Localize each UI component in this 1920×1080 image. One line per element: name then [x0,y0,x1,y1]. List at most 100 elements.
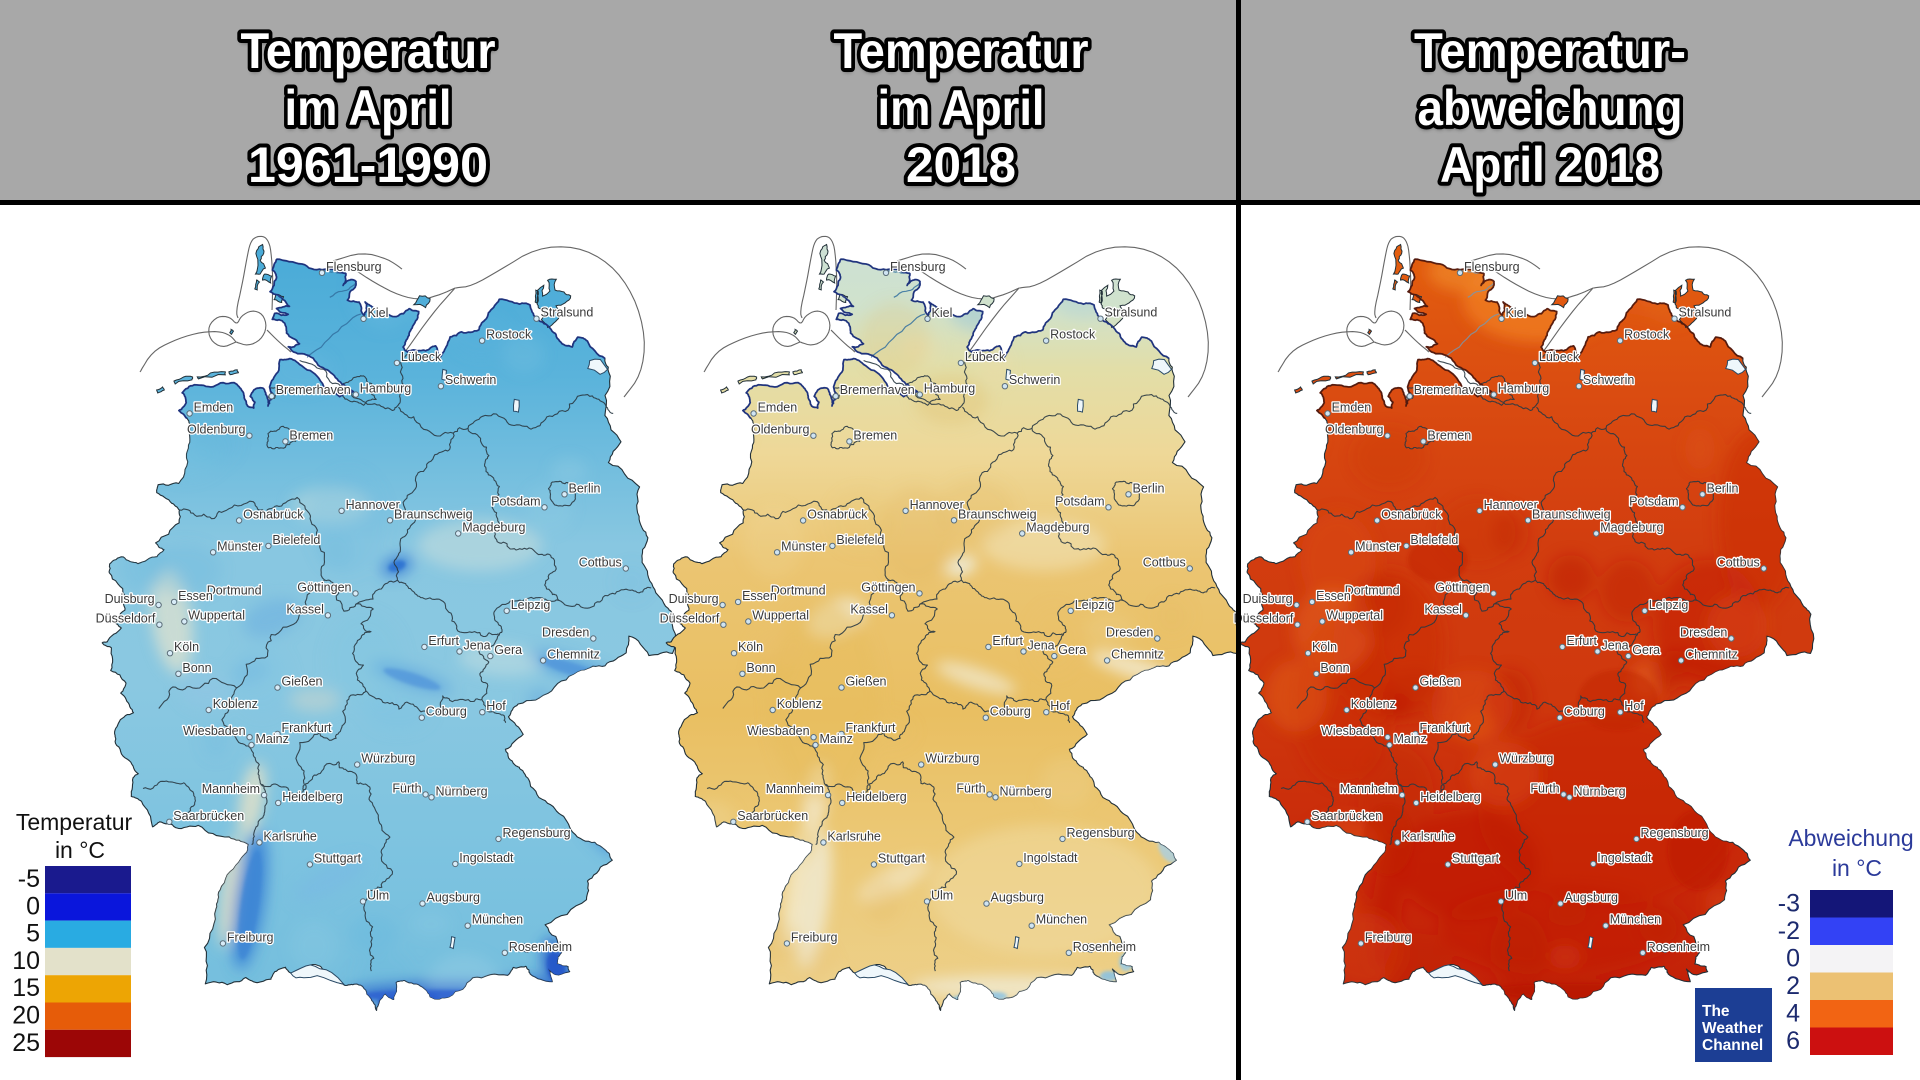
svg-text:Wuppertal: Wuppertal [752,609,809,623]
svg-text:Hamburg: Hamburg [924,382,975,396]
svg-text:Heidelberg: Heidelberg [282,790,343,804]
svg-text:5: 5 [26,920,40,948]
svg-text:Channel: Channel [1702,1037,1763,1054]
svg-text:Bonn: Bonn [746,661,775,675]
svg-text:Ingolstadt: Ingolstadt [1597,851,1652,865]
svg-text:Dortmund: Dortmund [207,584,262,598]
svg-text:Augsburg: Augsburg [1565,891,1619,905]
svg-text:Würzburg: Würzburg [1499,752,1553,766]
svg-text:Coburg: Coburg [426,705,467,719]
svg-text:April 2018: April 2018 [1440,141,1660,197]
svg-text:Potsdam: Potsdam [491,494,540,508]
svg-text:Lübeck: Lübeck [965,350,1006,364]
svg-text:Chemnitz: Chemnitz [1685,648,1738,662]
svg-text:Ulm: Ulm [931,888,953,902]
svg-text:Rosenheim: Rosenheim [1073,940,1136,954]
svg-text:Bielefeld: Bielefeld [836,533,884,547]
svg-text:Köln: Köln [174,640,199,654]
svg-text:The: The [1702,1003,1730,1020]
svg-text:Potsdam: Potsdam [1055,494,1104,508]
svg-text:-3: -3 [1778,890,1800,918]
svg-text:München: München [1036,913,1087,927]
svg-text:Dresden: Dresden [542,626,589,640]
svg-text:im April: im April [878,84,1045,140]
svg-text:Koblenz: Koblenz [1351,697,1396,711]
svg-text:Ingolstadt: Ingolstadt [1023,851,1078,865]
svg-text:Bremen: Bremen [1427,428,1471,442]
svg-text:Gera: Gera [494,643,522,657]
svg-text:Koblenz: Koblenz [213,697,258,711]
svg-text:Flensburg: Flensburg [1464,260,1520,274]
svg-text:-5: -5 [18,865,40,893]
svg-text:Cottbus: Cottbus [579,556,622,570]
svg-text:Essen: Essen [742,589,777,603]
svg-text:0: 0 [26,892,40,920]
svg-text:Emden: Emden [194,401,234,415]
svg-text:Kassel: Kassel [1424,602,1462,616]
svg-text:im April: im April [878,80,1045,136]
svg-text:Düsseldorf: Düsseldorf [1234,612,1294,626]
svg-text:Oldenburg: Oldenburg [187,423,245,437]
svg-text:Kassel: Kassel [850,602,888,616]
svg-text:Coburg: Coburg [1564,705,1605,719]
svg-text:Kassel: Kassel [286,602,324,616]
svg-text:Lübeck: Lübeck [1539,350,1580,364]
svg-text:Leipzig: Leipzig [1649,598,1689,612]
svg-text:Schwerin: Schwerin [445,373,496,387]
svg-text:Hof: Hof [486,699,506,713]
svg-text:Mainz: Mainz [1394,732,1427,746]
svg-text:Kiel: Kiel [932,306,953,320]
svg-text:Braunschweig: Braunschweig [394,507,473,521]
svg-text:Düsseldorf: Düsseldorf [660,612,720,626]
svg-text:Stralsund: Stralsund [1679,306,1732,320]
svg-text:Osnabrück: Osnabrück [243,508,304,522]
svg-text:Gera: Gera [1058,643,1086,657]
svg-text:Bonn: Bonn [1320,661,1349,675]
svg-text:Fürth: Fürth [392,781,421,795]
svg-text:Freiburg: Freiburg [791,930,838,944]
svg-text:Dortmund: Dortmund [1345,584,1400,598]
svg-text:Ulm: Ulm [1505,888,1527,902]
svg-text:Temperatur: Temperatur [834,27,1089,83]
svg-text:Jena: Jena [1602,639,1629,653]
svg-text:0: 0 [1786,945,1800,973]
svg-text:10: 10 [12,947,40,975]
svg-text:2: 2 [1786,972,1800,1000]
svg-text:abweichung: abweichung [1418,80,1683,136]
svg-text:Berlin: Berlin [1707,481,1739,495]
svg-text:Regensburg: Regensburg [503,826,571,840]
svg-text:Lübeck: Lübeck [401,350,442,364]
svg-text:Gießen: Gießen [846,675,887,689]
svg-text:Heidelberg: Heidelberg [1420,790,1481,804]
svg-text:4: 4 [1786,1000,1800,1028]
svg-text:Temperatur: Temperatur [241,27,496,83]
svg-text:Schwerin: Schwerin [1583,373,1634,387]
svg-text:Heidelberg: Heidelberg [846,790,907,804]
svg-text:Hof: Hof [1624,699,1644,713]
svg-text:Karlsruhe: Karlsruhe [263,830,317,844]
svg-text:Wuppertal: Wuppertal [1326,609,1383,623]
svg-text:Emden: Emden [758,401,798,415]
svg-text:April 2018: April 2018 [1440,137,1660,193]
svg-text:Flensburg: Flensburg [890,260,946,274]
svg-text:im April: im April [285,80,452,136]
svg-text:Bremen: Bremen [853,428,897,442]
svg-text:Bremen: Bremen [289,428,333,442]
svg-text:Temperatur: Temperatur [16,809,133,835]
svg-text:Braunschweig: Braunschweig [958,507,1037,521]
svg-text:Wuppertal: Wuppertal [188,609,245,623]
svg-text:Oldenburg: Oldenburg [1325,423,1383,437]
svg-text:Bremerhaven: Bremerhaven [1414,383,1489,397]
svg-text:Berlin: Berlin [1133,481,1165,495]
svg-text:Mannheim: Mannheim [766,782,824,796]
svg-text:Regensburg: Regensburg [1067,826,1135,840]
svg-text:Würzburg: Würzburg [361,752,415,766]
svg-text:Jena: Jena [464,639,491,653]
svg-text:Frankfurt: Frankfurt [1420,721,1471,735]
svg-text:Chemnitz: Chemnitz [1111,648,1164,662]
svg-text:abweichung: abweichung [1418,84,1683,140]
svg-text:Mainz: Mainz [820,732,853,746]
svg-text:Duisburg: Duisburg [105,592,155,606]
svg-text:München: München [1610,913,1661,927]
svg-text:Magdeburg: Magdeburg [462,521,525,535]
